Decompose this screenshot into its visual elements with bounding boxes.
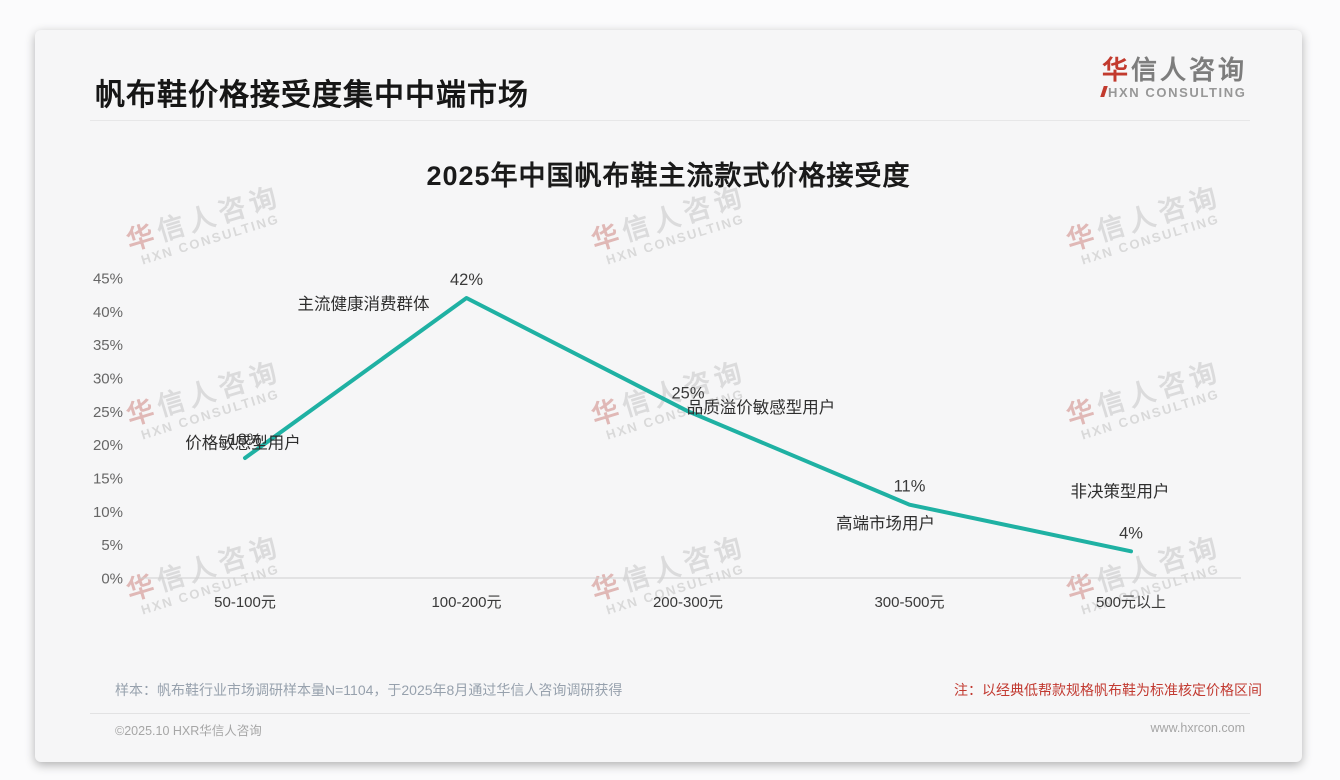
annotation-label: 价格敏感型用户 [185,434,301,453]
brand-logo: 华信人咨询 HXN CONSULTING [1100,56,1247,100]
footer-copyright: ©2025.10 HXR华信人咨询 [115,724,262,738]
footer-divider [90,713,1250,714]
value-label: 42% [450,271,483,289]
logo-rest-text: 信人咨询 [1130,55,1247,85]
footer-website: www.hxrcon.com [1150,721,1245,735]
y-tick-label: 20% [93,437,123,454]
chart-line [243,296,1133,554]
x-tick-label: 50-100元 [214,594,276,611]
value-label: 25% [671,384,704,402]
value-label: 11% [894,478,926,496]
page-title: 帆布鞋价格接受度集中中端市场 [95,79,529,112]
value-label: 4% [1119,524,1143,542]
y-tick-label: 5% [101,537,123,554]
y-tick-label: 25% [93,404,123,421]
y-tick-label: 10% [93,504,123,521]
x-tick-label: 500元以上 [1096,594,1166,611]
y-tick-label: 0% [101,571,123,588]
chart-title: 2025年中国帆布鞋主流款式价格接受度 [426,161,911,191]
x-tick-label: 200-300元 [653,594,723,611]
logo-subtitle-text: HXN CONSULTING [1107,84,1247,100]
x-tick-label: 100-200元 [431,594,501,611]
y-tick-label: 35% [93,337,123,354]
annotation-label: 品质溢价敏感型用户 [687,398,836,417]
y-tick-label: 15% [93,471,123,488]
x-tick-label: 300-500元 [874,594,944,611]
header-divider [90,120,1250,121]
sample-note: 样本：帆布鞋行业市场调研样本量N=1104，于2025年8月通过华信人咨询调研获… [115,682,623,698]
logo-subtitle: HXN CONSULTING [1100,84,1247,100]
pricing-note: 注：以经典低帮款规格帆布鞋为标准核定价格区间 [954,682,1262,698]
logo-cn-text: 华信人咨询 [1102,56,1247,85]
y-tick-label: 40% [93,304,123,321]
annotation-label: 高端市场用户 [836,514,935,533]
value-label: 18% [228,431,261,449]
logo-accent-char: 华 [1101,55,1131,85]
y-tick-label: 30% [93,371,123,388]
price-acceptance-line-chart: 45% 40% 35% 30% 25% 20% 15% 10% 5% 0% 50-100元 100-2… [93,271,1241,611]
annotation-label: 主流健康消费群体 [298,295,431,314]
slide-card: 帆布鞋价格接受度集中中端市场 华信人咨询 HXN CONSULTING 2025… [35,30,1302,762]
y-tick-label: 45% [93,271,123,288]
annotation-label: 非决策型用户 [1071,482,1170,501]
